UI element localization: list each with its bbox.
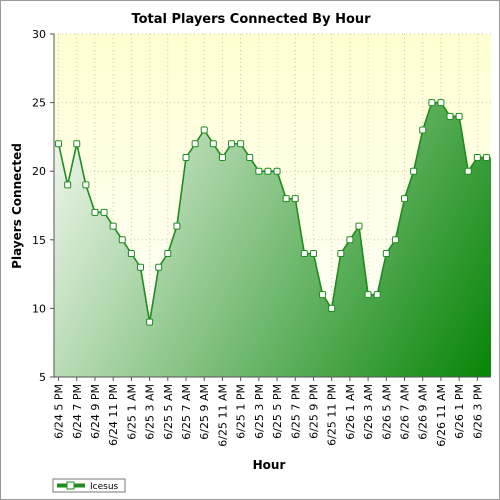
data-point [446,112,454,120]
data-point [355,222,363,230]
x-tick-label: 6/25 1 PM [235,384,248,439]
data-point [200,126,208,134]
data-point [182,153,190,161]
data-point [455,112,463,120]
y-tick-label: 15 [32,234,46,247]
x-tick-label: 6/24 11 PM [107,384,120,446]
data-point [401,195,409,203]
x-tick-label: 6/25 3 PM [253,384,266,439]
x-tick-label: 6/24 5 PM [53,384,66,439]
axes [53,34,491,378]
x-tick-label: 6/24 9 PM [89,384,102,439]
data-point [109,222,117,230]
data-point [218,153,226,161]
x-tick-label: 6/25 11 AM [216,384,229,447]
legend: Icesus [52,478,126,493]
y-tick-label: 20 [32,165,46,178]
data-point [428,99,436,107]
data-point [319,291,327,299]
data-point [228,140,236,148]
data-point [364,291,372,299]
x-tick-label: 6/26 11 AM [435,384,448,447]
x-tick-label: 6/26 7 AM [399,384,412,440]
data-point [473,153,481,161]
data-point [482,153,490,161]
x-tick-labels: 6/24 5 PM 6/24 7 PM 6/24 9 PM 6/24 11 PM 6/2… [53,377,484,447]
data-point [136,263,144,271]
x-tick-label: 6/25 5 AM [162,384,175,440]
y-tick-labels: 5 10 15 20 25 30 [32,28,54,384]
data-point [464,167,472,175]
x-tick-label: 6/25 9 PM [307,384,320,439]
data-point [291,195,299,203]
x-tick-label: 6/25 3 AM [144,384,157,440]
x-tick-label: 6/26 9 AM [417,384,430,440]
series-markers [55,99,490,326]
y-tick-label: 10 [32,302,46,315]
data-point [118,236,126,244]
x-tick-label: 6/26 3 AM [362,384,375,440]
legend-label-icesus: Icesus [90,482,119,492]
chart-title: Total Players Connected By Hour [131,12,371,27]
y-axis-label: Players Connected [10,143,24,269]
data-point [237,140,245,148]
x-tick-label: 6/24 7 PM [71,384,84,439]
data-point [337,250,345,258]
data-point [64,181,72,189]
data-point [100,208,108,216]
data-point [246,153,254,161]
x-tick-label: 6/26 3 PM [471,384,484,439]
x-tick-label: 6/25 5 PM [271,384,284,439]
data-point [437,99,445,107]
data-point [300,250,308,258]
data-point [91,208,99,216]
data-point [146,318,154,326]
data-point [373,291,381,299]
data-point [191,140,199,148]
data-point [127,250,135,258]
data-point [255,167,263,175]
x-tick-label: 6/25 7 PM [289,384,302,439]
x-tick-label: 6/25 11 PM [326,384,339,446]
series-area-icesus [54,102,491,377]
data-point [328,304,336,312]
y-tick-label: 30 [32,28,46,41]
x-tick-label: 6/25 9 AM [198,384,211,440]
legend-swatch-marker [66,481,75,490]
y-tick-label: 5 [39,371,46,384]
data-point [382,250,390,258]
x-tick-label: 6/26 1 AM [344,384,357,440]
data-point [55,140,63,148]
data-point [391,236,399,244]
x-tick-label: 6/25 1 AM [125,384,138,440]
x-tick-label: 6/25 7 AM [180,384,193,440]
data-point [273,167,281,175]
x-axis-label: Hour [253,458,286,472]
data-point [173,222,181,230]
data-point [410,167,418,175]
y-tick-label: 25 [32,97,46,110]
x-tick-label: 6/26 5 AM [380,384,393,440]
data-point [209,140,217,148]
data-point [419,126,427,134]
data-point [282,195,290,203]
data-point [264,167,272,175]
data-point [155,263,163,271]
data-point [164,250,172,258]
data-point [309,250,317,258]
data-point [73,140,81,148]
data-point [346,236,354,244]
data-point [82,181,90,189]
x-tick-label: 6/26 1 PM [453,384,466,439]
